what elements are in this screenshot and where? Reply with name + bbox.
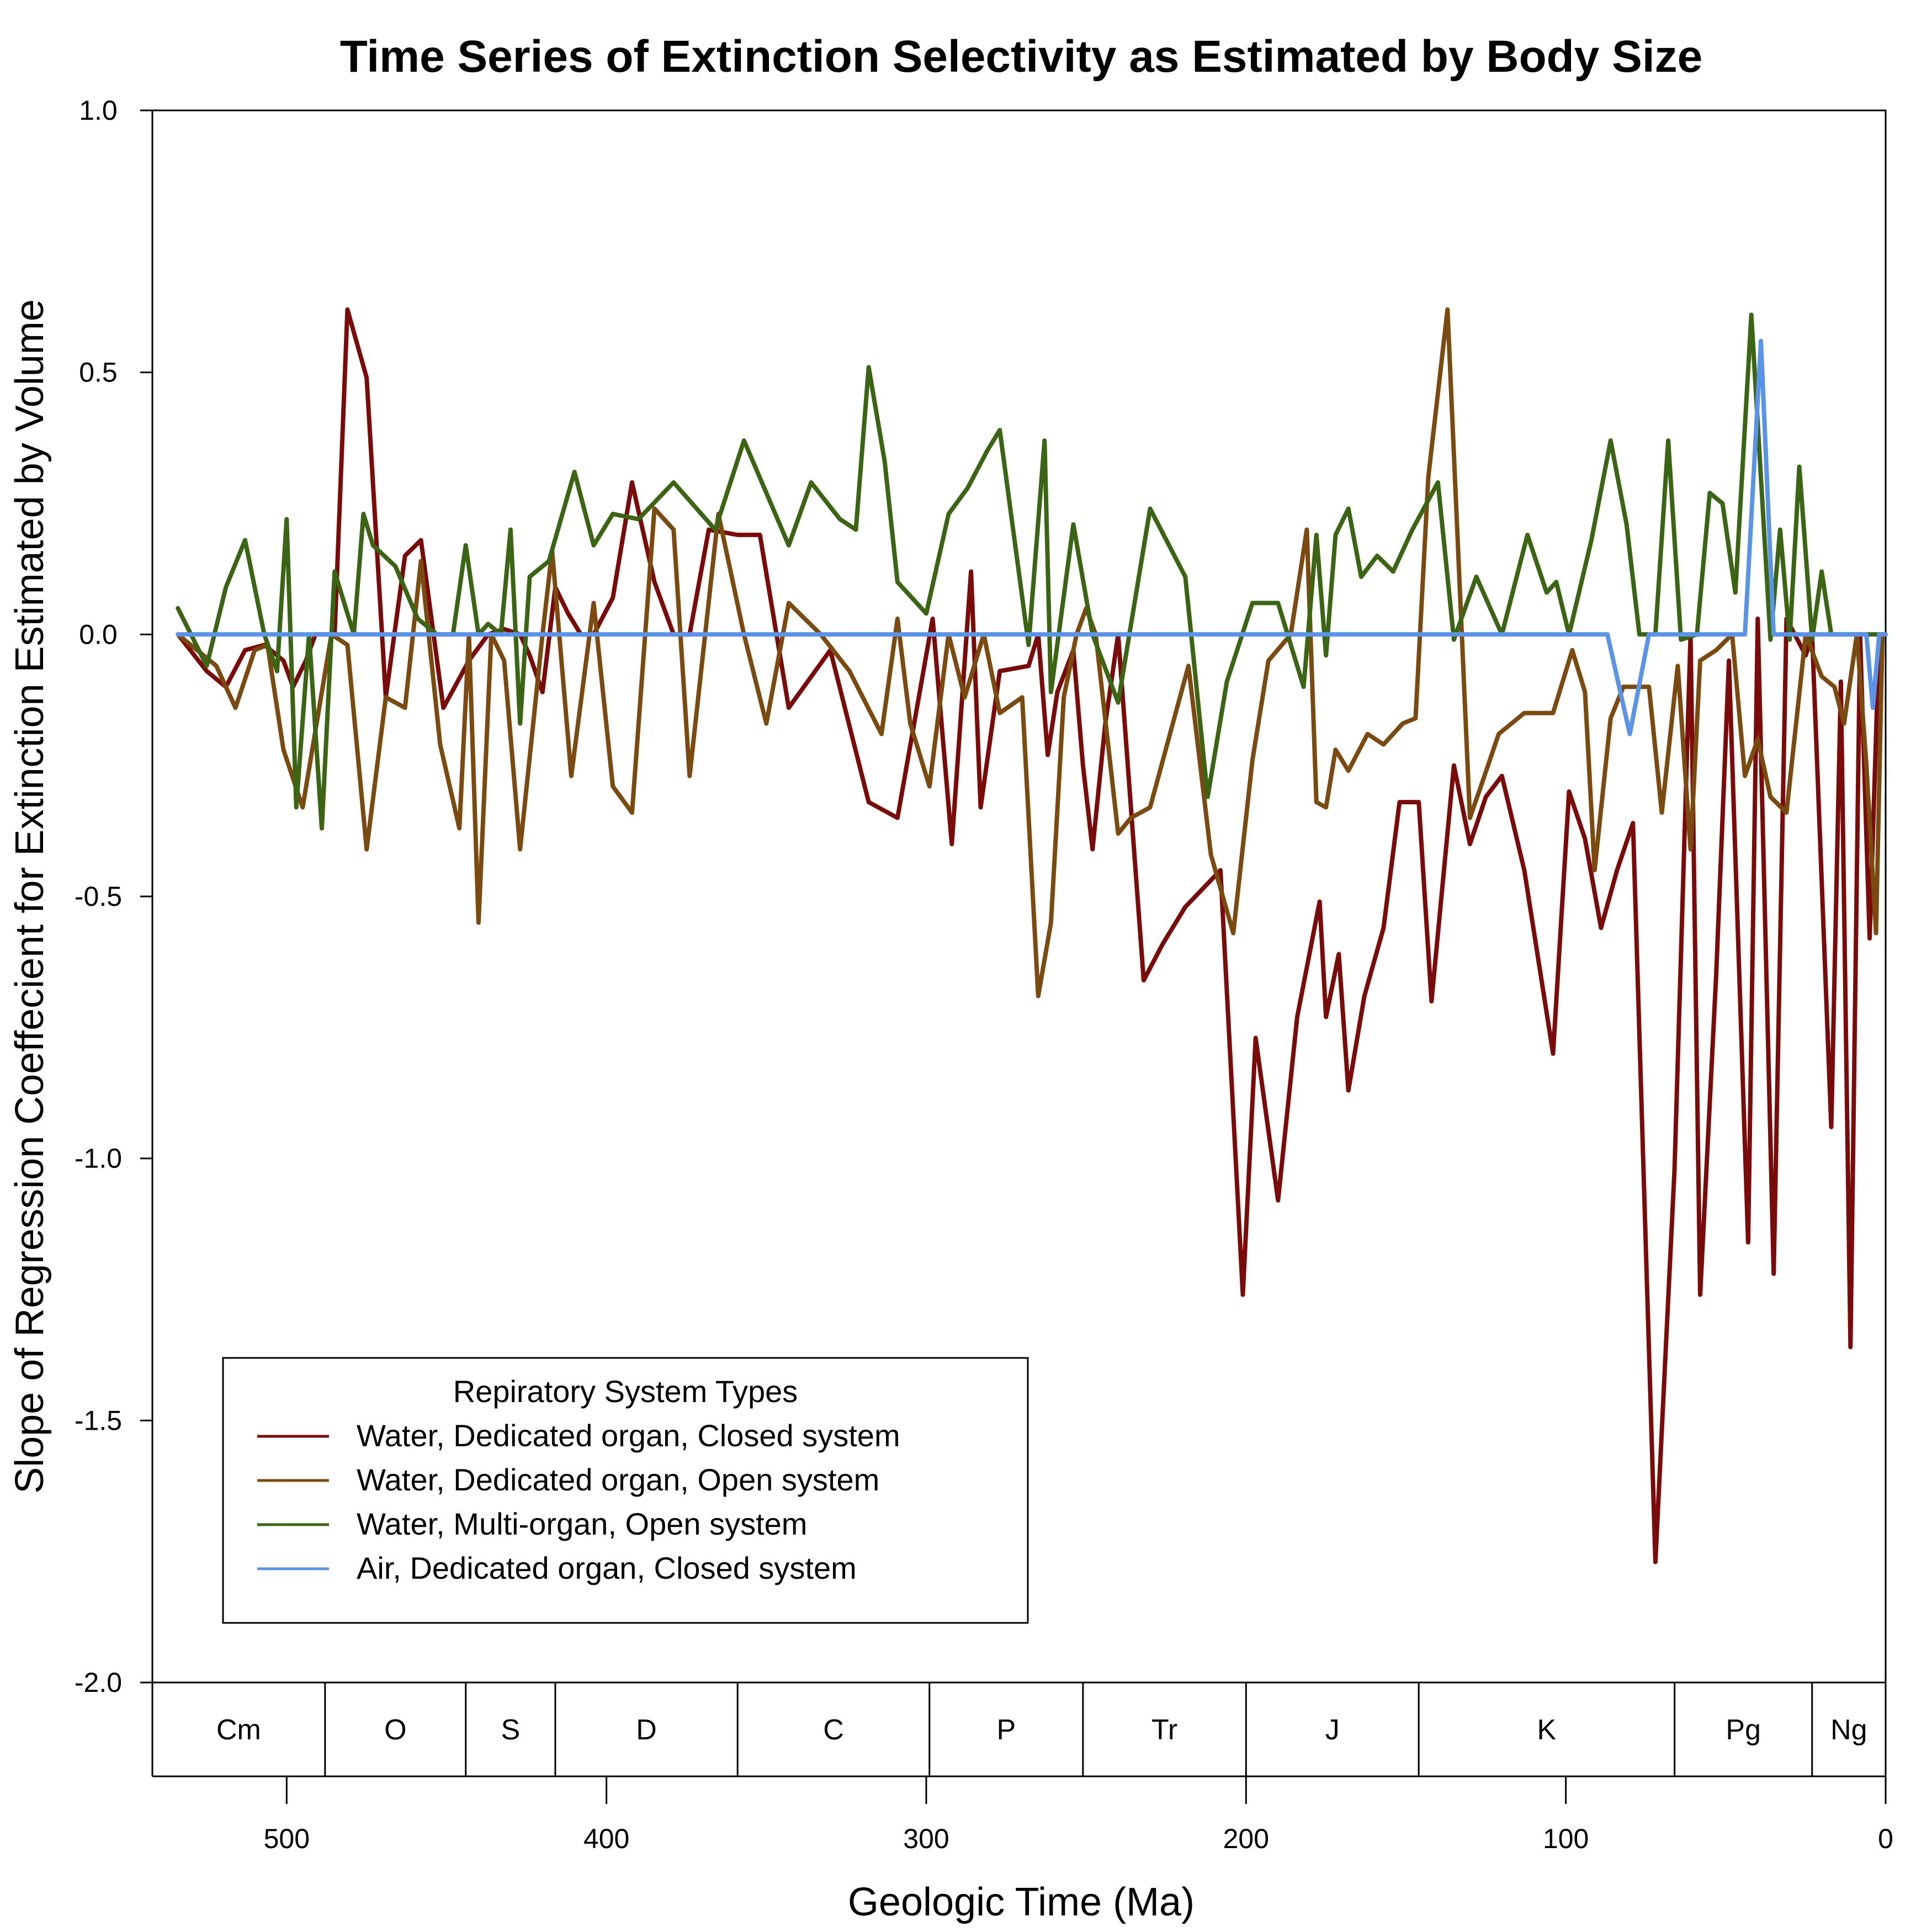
legend-label: Air, Dedicated organ, Closed system <box>357 1551 857 1585</box>
y-axis: 1.0 0.5 0.0 -0.5 -1.0 -1.5 -2.0 <box>75 95 153 1698</box>
y-tick-label: -1.0 <box>75 1143 122 1174</box>
legend-label: Water, Dedicated organ, Open system <box>357 1462 879 1497</box>
series-layer <box>176 307 1888 1564</box>
x-tick-label: 100 <box>1543 1823 1589 1854</box>
legend-title: Repiratory System Types <box>453 1374 798 1409</box>
x-tick-label: 500 <box>264 1823 310 1854</box>
period-label: D <box>636 1714 657 1746</box>
y-tick-label: 1.0 <box>79 95 118 126</box>
legend-label: Water, Multi-organ, Open system <box>357 1506 807 1541</box>
y-axis-label: Slope of Regression Coeffecient for Exti… <box>8 299 52 1494</box>
period-label: Tr <box>1151 1714 1177 1746</box>
legend-items: Water, Dedicated organ, Closed system Wat… <box>257 1418 900 1585</box>
y-tick-label: 0.0 <box>79 619 118 650</box>
period-label: O <box>384 1714 406 1746</box>
y-tick-label: -0.5 <box>75 881 122 912</box>
legend-label: Water, Dedicated organ, Closed system <box>357 1418 900 1453</box>
legend: Repiratory System Types Water, Dedicated… <box>222 1357 1029 1624</box>
x-tick-label: 400 <box>583 1823 629 1854</box>
period-band: Cm O S D C P Tr J K Pg Ng <box>151 1681 1887 1777</box>
period-label: S <box>501 1714 521 1746</box>
series-line <box>176 338 1888 736</box>
x-ticks: 500 400 300 200 100 0 <box>264 1776 1893 1854</box>
x-axis: 500 400 300 200 100 0 <box>264 1776 1893 1854</box>
period-label: K <box>1537 1714 1557 1746</box>
period-label: Pg <box>1726 1714 1761 1746</box>
period-label: J <box>1325 1714 1340 1746</box>
legend-box <box>222 1357 1029 1624</box>
x-axis-label: Geologic Time (Ma) <box>848 1880 1195 1924</box>
y-ticks: 1.0 0.5 0.0 -0.5 -1.0 -1.5 -2.0 <box>75 95 152 1698</box>
x-tick-label: 200 <box>1223 1823 1269 1854</box>
period-label: Cm <box>216 1714 261 1746</box>
chart-title: Time Series of Extinction Selectivity as… <box>340 31 1702 82</box>
series-line <box>176 307 1888 1564</box>
y-tick-label: 0.5 <box>79 357 118 388</box>
period-label: P <box>996 1714 1016 1746</box>
y-tick-label: -2.0 <box>75 1667 122 1698</box>
period-label: Ng <box>1830 1714 1867 1746</box>
x-tick-label: 300 <box>903 1823 949 1854</box>
period-label: C <box>823 1714 844 1746</box>
y-tick-label: -1.5 <box>75 1405 122 1436</box>
x-tick-label: 0 <box>1878 1823 1893 1854</box>
